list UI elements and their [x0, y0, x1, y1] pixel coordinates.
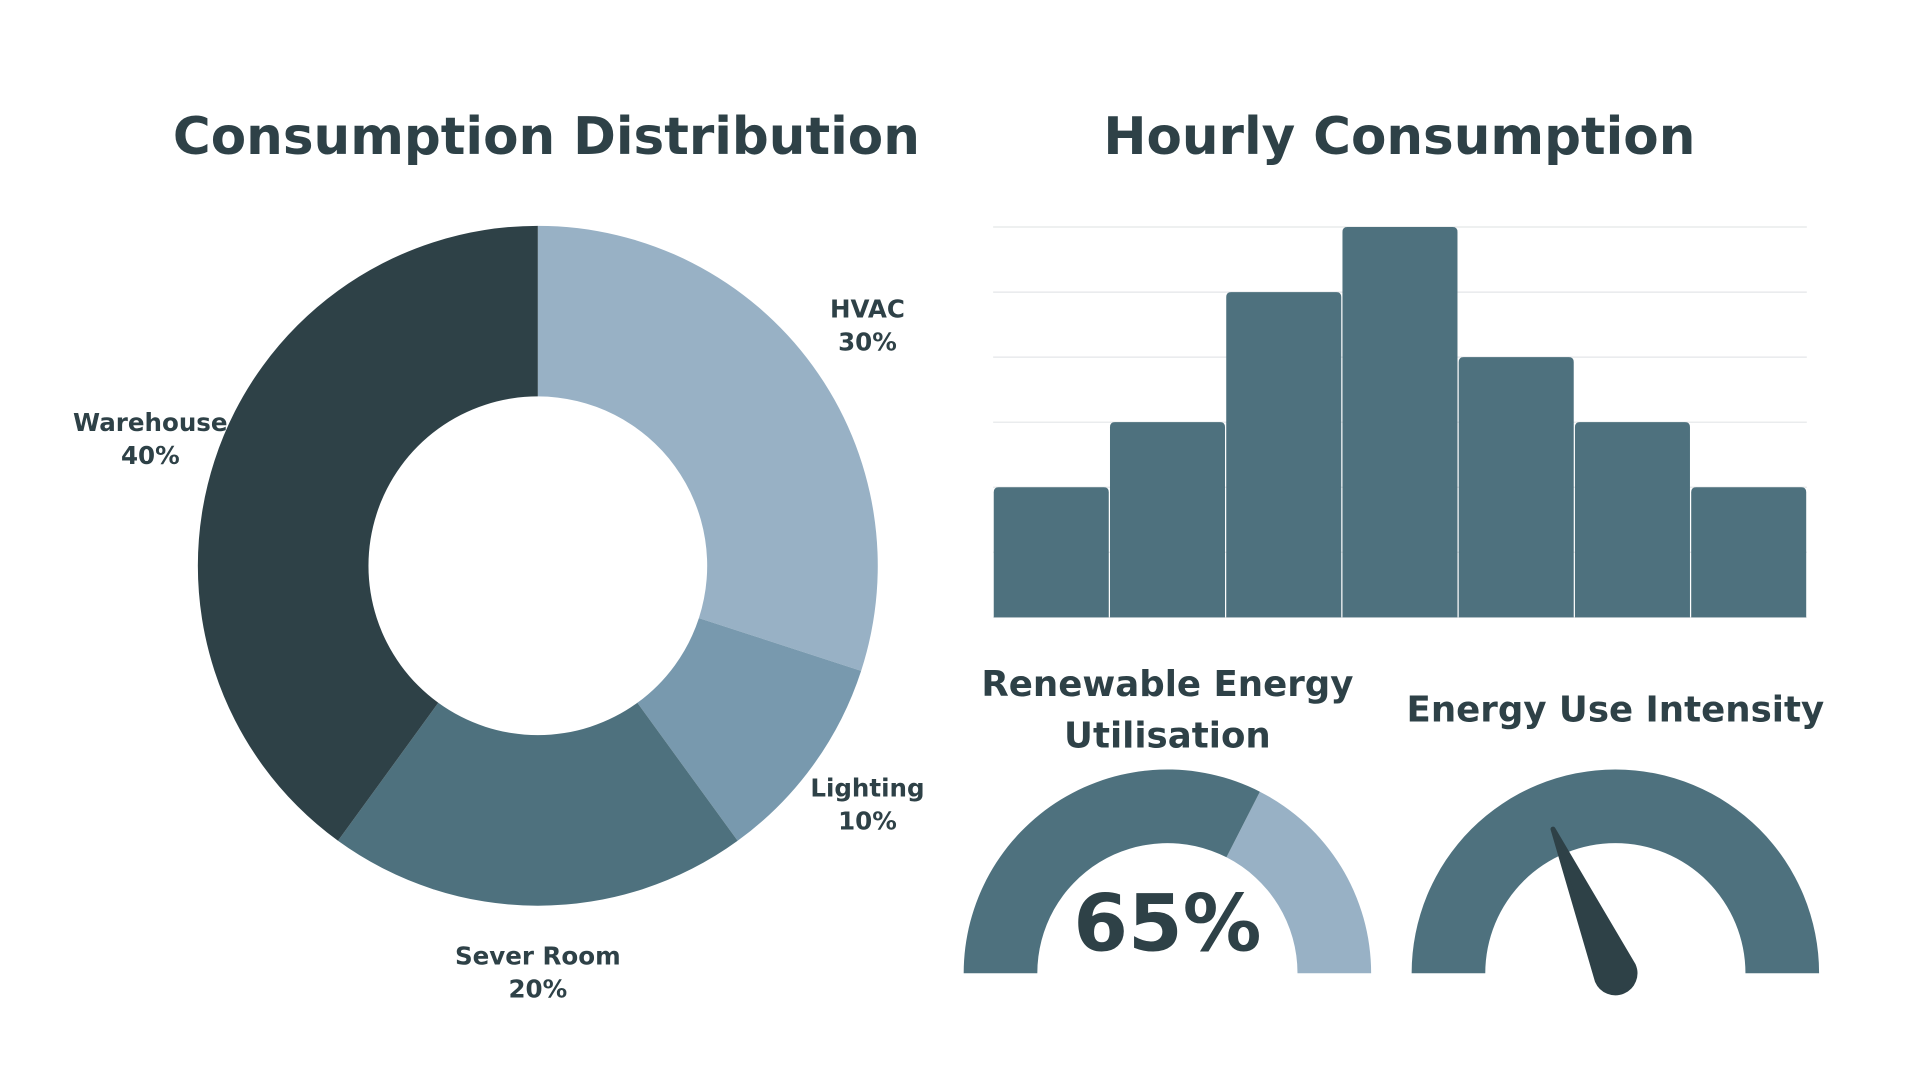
bar — [993, 487, 1109, 618]
chart-title: Consumption Distribution — [173, 107, 920, 167]
slice-label: HVAC — [830, 294, 905, 323]
slice-label: Warehouse — [73, 408, 228, 437]
bar — [1342, 227, 1458, 618]
bar — [1458, 357, 1574, 618]
donut-slice — [197, 225, 538, 841]
bar — [1109, 422, 1226, 618]
gauge-value-arc — [963, 769, 1260, 974]
donut-slice — [637, 618, 862, 841]
bar — [1691, 487, 1807, 618]
chart-title: Hourly Consumption — [1103, 107, 1695, 167]
slice-value-label: 30% — [838, 327, 897, 356]
gauge-track — [1411, 769, 1820, 974]
slice-value-label: 20% — [508, 974, 567, 1003]
slice-label: Sever Room — [455, 941, 621, 970]
donut-slice — [337, 702, 738, 906]
gauge-title: Renewable Energy Utilisation — [981, 662, 1354, 756]
gauge-track — [1226, 791, 1372, 974]
gauge-title-box: Energy Use Intensity — [1406, 688, 1825, 731]
bar — [1574, 422, 1690, 618]
donut-slice — [537, 225, 878, 671]
gauge-value-label: 65% — [1073, 878, 1261, 970]
gauge-needle — [1550, 826, 1638, 996]
bar — [1226, 292, 1342, 618]
slice-value-label: 40% — [121, 441, 180, 470]
slice-label: Lighting — [810, 773, 924, 802]
gauge-title: Energy Use Intensity — [1406, 688, 1825, 731]
slice-value-label: 10% — [838, 806, 897, 835]
gauge-title-box: Renewable Energy Utilisation — [981, 662, 1354, 756]
